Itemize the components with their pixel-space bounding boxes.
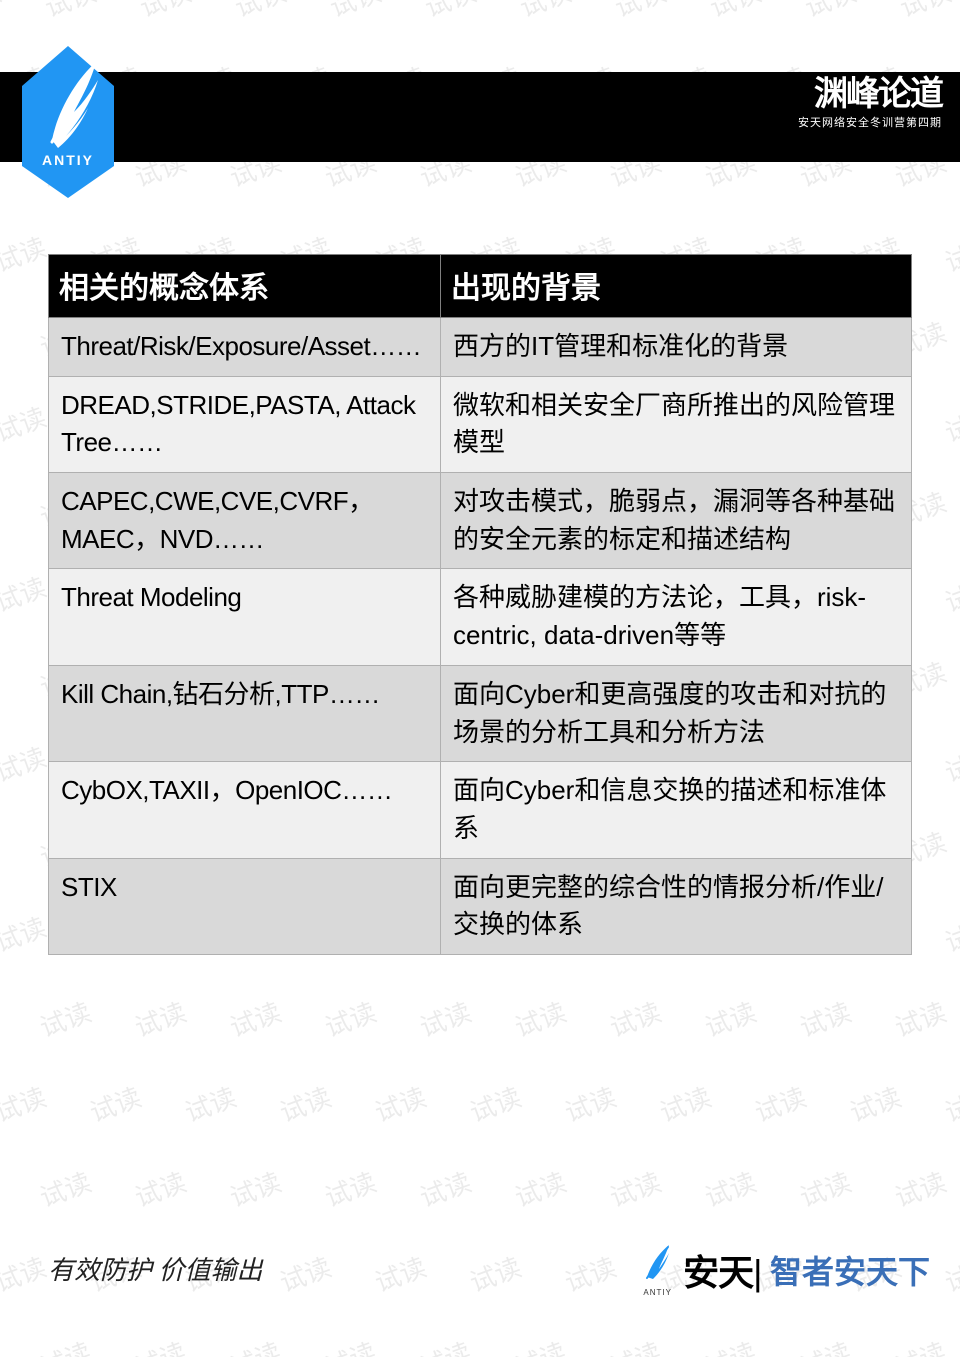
footer-logo-icon: ANTIY	[641, 1243, 675, 1297]
concepts-table: 相关的概念体系 出现的背景 Threat/Risk/Exposure/Asset…	[48, 254, 912, 955]
table-header-row: 相关的概念体系 出现的背景	[49, 255, 912, 318]
antiy-logo-icon	[18, 40, 118, 200]
footer-slogan: 智者安天下	[770, 1254, 930, 1290]
footer-brand-cn: 安天	[683, 1252, 753, 1293]
table-cell: DREAD,STRIDE,PASTA, Attack Tree……	[49, 376, 441, 472]
table-cell: 各种威胁建模的方法论，工具，risk-centric, data-driven等…	[440, 569, 911, 665]
table-row: Threat/Risk/Exposure/Asset……西方的IT管理和标准化的…	[49, 318, 912, 377]
table-header-cell: 出现的背景	[440, 255, 911, 318]
table-cell: 面向更完整的综合性的情报分析/作业/交换的体系	[440, 858, 911, 954]
table-cell: 西方的IT管理和标准化的背景	[440, 318, 911, 377]
footer-tagline: 有效防护 价值输出	[48, 1250, 263, 1287]
table-row: DREAD,STRIDE,PASTA, Attack Tree……微软和相关安全…	[49, 376, 912, 472]
table-cell: Kill Chain,钻石分析,TTP……	[49, 665, 441, 761]
logo-brand-label: ANTIY	[18, 152, 118, 168]
header-calligraphy: 渊峰论道	[798, 78, 942, 112]
table-row: CAPEC,CWE,CVE,CVRF，MAEC，NVD……对攻击模式，脆弱点，漏…	[49, 473, 912, 569]
table-row: Threat Modeling各种威胁建模的方法论，工具，risk-centri…	[49, 569, 912, 665]
table-row: Kill Chain,钻石分析,TTP……面向Cyber和更高强度的攻击和对抗的…	[49, 665, 912, 761]
table-row: CybOX,TAXII，OpenIOC……面向Cyber和信息交换的描述和标准体…	[49, 762, 912, 858]
table-cell: 对攻击模式，脆弱点，漏洞等各种基础的安全元素的标定和描述结构	[440, 473, 911, 569]
table-header-cell: 相关的概念体系	[49, 255, 441, 318]
logo-hexagon: ANTIY	[18, 40, 118, 200]
footer-brand-text: 安天|	[683, 1252, 761, 1293]
table-cell: CybOX,TAXII，OpenIOC……	[49, 762, 441, 858]
table-cell: 面向Cyber和更高强度的攻击和对抗的场景的分析工具和分析方法	[440, 665, 911, 761]
table-cell: 面向Cyber和信息交换的描述和标准体系	[440, 762, 911, 858]
table-cell: CAPEC,CWE,CVE,CVRF，MAEC，NVD……	[49, 473, 441, 569]
table-cell: 微软和相关安全厂商所推出的风险管理模型	[440, 376, 911, 472]
footer-brand-sub: ANTIY	[641, 1288, 675, 1297]
footer-brand-block: ANTIY 安天| 智者安天下	[641, 1243, 930, 1297]
header-subtitle: 安天网络安全冬训营第四期	[798, 114, 942, 130]
slide-page: 试读试读试读试读试读试读试读试读试读试读试读试读试读试读试读试读试读试读试读试读…	[0, 0, 960, 1357]
table-cell: Threat/Risk/Exposure/Asset……	[49, 318, 441, 377]
header-title-block: 渊峰论道 安天网络安全冬训营第四期	[798, 78, 942, 130]
table-cell: Threat Modeling	[49, 569, 441, 665]
table-row: STIX面向更完整的综合性的情报分析/作业/交换的体系	[49, 858, 912, 954]
table-cell: STIX	[49, 858, 441, 954]
